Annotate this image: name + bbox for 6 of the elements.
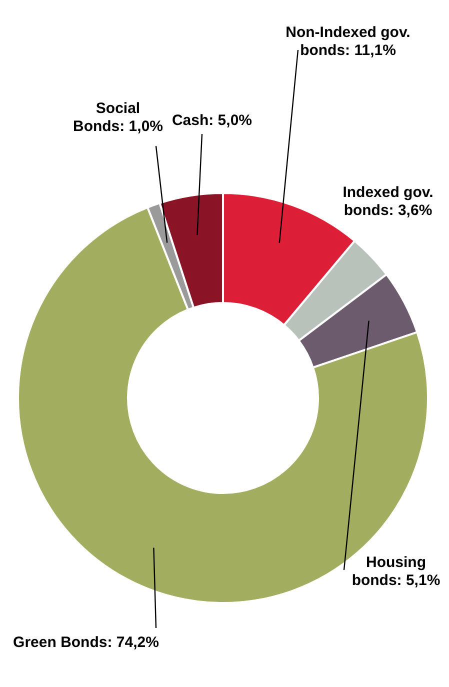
slice-label: Social Bonds: 1,0% xyxy=(72,100,164,136)
slice-label: Cash: 5,0% xyxy=(170,112,254,130)
slice-label: Indexed gov. bonds: 3,6% xyxy=(342,184,434,220)
slice-label: Housing bonds: 5,1% xyxy=(351,554,441,590)
slice-label: Non-Indexed gov. bonds: 11,1% xyxy=(284,24,412,60)
slice-label: Green Bonds: 74,2% xyxy=(12,634,160,652)
